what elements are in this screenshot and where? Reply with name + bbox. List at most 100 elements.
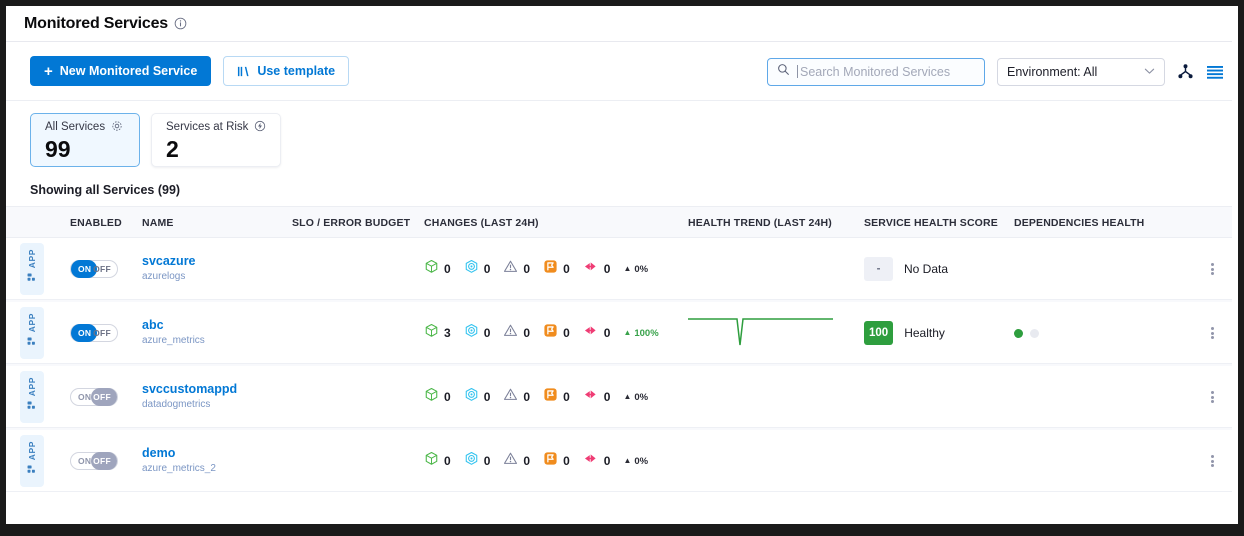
- tile-services-at-risk[interactable]: Services at Risk 2: [151, 113, 282, 167]
- risk-bolt-icon: [254, 120, 266, 135]
- change-item[interactable]: 0: [464, 259, 490, 279]
- change-item[interactable]: 0: [503, 323, 530, 343]
- infrastructure-hex-icon: [464, 259, 479, 279]
- toggle-on-label: ON: [78, 392, 92, 402]
- toggle-on-label: ON: [78, 328, 92, 338]
- tile-services-at-risk-value: 2: [166, 135, 179, 162]
- change-item[interactable]: 0: [543, 259, 570, 279]
- name-cell: svccustomappd datadogmetrics: [142, 366, 237, 428]
- change-count: 0: [563, 262, 570, 276]
- change-item[interactable]: 0: [464, 323, 490, 343]
- service-name-link[interactable]: abc: [142, 317, 164, 332]
- dependency-graph-icon[interactable]: [1177, 63, 1194, 80]
- service-environment-label: azure_metrics_2: [142, 463, 216, 475]
- table-row[interactable]: APP ON OFF abc azure_metrics 3 0 0 0 0 ▲ 100% 100 Hea…: [6, 302, 1238, 364]
- infrastructure-hex-icon: [464, 451, 479, 471]
- list-view-icon[interactable]: [1206, 65, 1224, 79]
- stat-tiles: All Services 99 Services at Risk 2: [30, 113, 1214, 167]
- change-item[interactable]: 0: [464, 451, 490, 471]
- change-count: 0: [523, 390, 531, 404]
- change-item[interactable]: 3: [424, 323, 451, 343]
- kebab-menu-icon[interactable]: [1211, 238, 1214, 300]
- info-circle-icon[interactable]: [174, 17, 187, 30]
- enabled-toggle[interactable]: ON OFF: [70, 452, 118, 470]
- search-placeholder: Search Monitored Services: [800, 64, 951, 79]
- toggle-knob: [71, 324, 97, 342]
- incident-warning-icon: [503, 451, 518, 471]
- change-count: 0: [603, 454, 611, 468]
- change-count: 0: [563, 454, 570, 468]
- change-item[interactable]: 0: [583, 451, 611, 471]
- tile-all-services[interactable]: All Services 99: [30, 113, 140, 167]
- name-cell: demo azure_metrics_2: [142, 430, 216, 492]
- service-name-link[interactable]: svcazure: [142, 253, 196, 268]
- dependencies-health-cell: [1014, 302, 1039, 364]
- change-item[interactable]: 0: [503, 451, 530, 471]
- page-title: Monitored Services: [24, 14, 169, 32]
- changes-group: 0 0 0 0 0 ▲ 0%: [424, 387, 648, 407]
- change-item[interactable]: 0: [424, 259, 451, 279]
- toggle-on-label: ON: [78, 456, 92, 466]
- change-item[interactable]: 0: [583, 387, 610, 407]
- row-type-badge: APP: [20, 435, 44, 487]
- health-trend-cell[interactable]: [688, 302, 836, 364]
- changes-cell: 3 0 0 0 0 ▲ 100%: [424, 302, 659, 364]
- health-score-label: Healthy: [904, 326, 945, 340]
- enabled-toggle[interactable]: ON OFF: [70, 324, 118, 342]
- service-environment-label: azure_metrics: [142, 335, 205, 347]
- toggle-off-label: OFF: [93, 264, 111, 274]
- change-count: 0: [563, 326, 570, 340]
- app-grid-icon: [27, 271, 38, 289]
- service-name-link[interactable]: demo: [142, 445, 176, 460]
- change-count: 0: [444, 454, 451, 468]
- change-count: 0: [563, 390, 570, 404]
- row-type-badge-label: APP: [27, 376, 37, 397]
- table-row[interactable]: APP ON OFF demo azure_metrics_2 0 0 0 0 0 ▲ 0%: [6, 430, 1238, 492]
- toggle-on-label: ON: [78, 264, 92, 274]
- dependency-status-dot[interactable]: [1014, 328, 1023, 338]
- vertical-scrollbar[interactable]: [1232, 6, 1238, 524]
- col-header-slo: SLO / ERROR BUDGET: [292, 217, 411, 229]
- change-item[interactable]: 0: [543, 323, 570, 343]
- change-percent: ▲ 0%: [623, 392, 648, 403]
- change-item[interactable]: 0: [503, 387, 530, 407]
- change-item[interactable]: 0: [583, 259, 610, 279]
- change-item[interactable]: 0: [424, 451, 451, 471]
- toggle-knob: [71, 260, 97, 278]
- change-count: 0: [523, 262, 531, 276]
- service-name-link[interactable]: svccustomappd: [142, 381, 238, 396]
- dependency-dots: [1014, 328, 1039, 338]
- incident-warning-icon: [503, 387, 518, 407]
- environment-filter-select[interactable]: Environment: All: [997, 57, 1165, 86]
- enabled-cell: ON OFF: [70, 302, 118, 364]
- toggle-off-label: OFF: [93, 456, 111, 466]
- search-input[interactable]: Search Monitored Services: [767, 57, 985, 86]
- kebab-menu-icon[interactable]: [1211, 366, 1214, 428]
- app-grid-icon: [27, 335, 38, 353]
- change-item[interactable]: 0: [424, 387, 451, 407]
- table-row[interactable]: APP ON OFF svcazure azurelogs 0 0 0 0 0 ▲ 0% - No Dat…: [6, 238, 1238, 300]
- table-row[interactable]: APP ON OFF svccustomappd datadogmetrics 0 0 0 0 0…: [6, 366, 1238, 428]
- new-monitored-service-button[interactable]: + New Monitored Service: [30, 56, 212, 86]
- change-item[interactable]: 0: [464, 387, 490, 407]
- use-template-button[interactable]: Use template: [223, 56, 350, 86]
- row-type-badge-label: APP: [27, 248, 37, 269]
- change-item[interactable]: 0: [543, 387, 570, 407]
- change-item[interactable]: 0: [503, 259, 530, 279]
- toggle-off-label: OFF: [93, 392, 111, 402]
- col-header-score: SERVICE HEALTH SCORE: [864, 217, 998, 229]
- kebab-menu-icon[interactable]: [1211, 302, 1214, 364]
- change-item[interactable]: 0: [583, 323, 610, 343]
- dependency-status-dot[interactable]: [1030, 328, 1039, 338]
- health-score-chip: -: [864, 257, 893, 281]
- text-caret: [797, 65, 798, 78]
- enabled-toggle[interactable]: ON OFF: [70, 260, 118, 278]
- change-count: 3: [444, 326, 451, 340]
- change-item[interactable]: 0: [543, 451, 570, 471]
- enabled-toggle[interactable]: ON OFF: [70, 388, 118, 406]
- kebab-menu-icon[interactable]: [1211, 430, 1214, 492]
- change-percent-value: 100%: [634, 327, 659, 339]
- row-type-badge-label: APP: [27, 440, 37, 461]
- enabled-cell: ON OFF: [70, 366, 118, 428]
- feature-flag-icon: [543, 387, 558, 407]
